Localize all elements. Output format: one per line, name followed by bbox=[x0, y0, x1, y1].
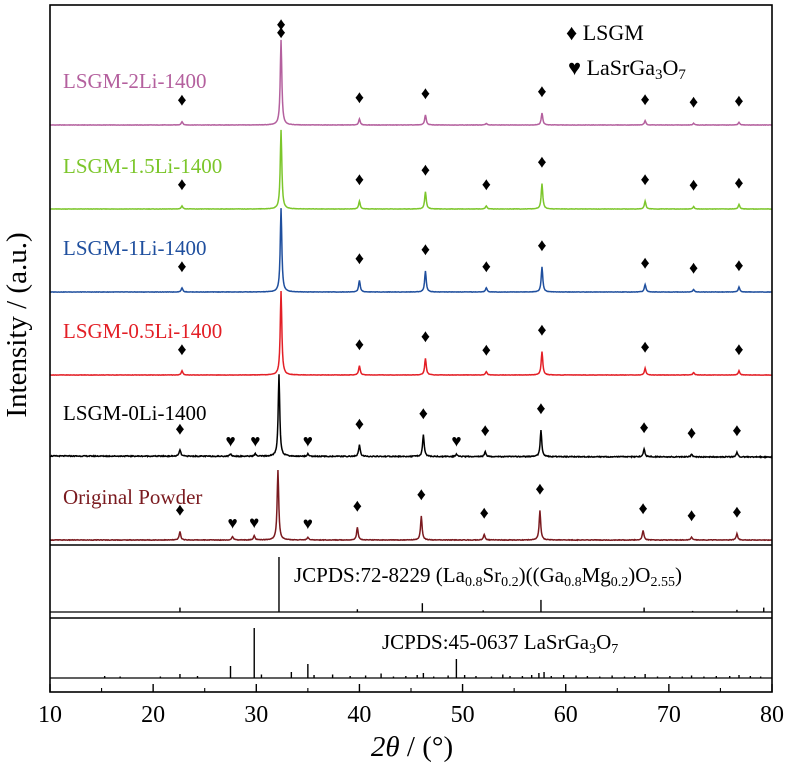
legend-entry-lsgm: ♦ LSGM bbox=[566, 20, 644, 45]
xrd-pattern: LSGM-1Li-1400♦ ♦ ♦♦♦♦ ♦ ♦ bbox=[49, 208, 773, 294]
lsgm-marker: ♦ bbox=[421, 239, 430, 259]
lsgm-marker: ♦ bbox=[276, 14, 285, 34]
lsgm-marker: ♦ bbox=[177, 339, 186, 359]
lsgm-marker: ♦ bbox=[421, 83, 430, 103]
lsgm-marker: ♦ bbox=[355, 87, 364, 107]
lasrgao-marker: ♥ bbox=[303, 432, 313, 451]
lasrgao-marker: ♥ bbox=[225, 432, 235, 451]
plot-area: LSGM-2Li-1400♦♦♦ ♦ ♦ ♦ ♦ ♦LSGM-1.5Li-1400♦ ♦ ♦♦… bbox=[49, 14, 773, 679]
lsgm-marker: ♦ bbox=[355, 248, 364, 268]
series-line bbox=[49, 39, 773, 127]
lasrgao-marker: ♥ bbox=[249, 513, 259, 532]
lsgm-marker: ♦ bbox=[175, 500, 184, 520]
lsgm-marker: ♦ bbox=[481, 420, 490, 440]
series-label: LSGM-0Li-1400 bbox=[63, 401, 207, 425]
lsgm-marker: ♦ bbox=[480, 502, 489, 522]
lsgm-marker: ♦ bbox=[689, 91, 698, 111]
lsgm-marker: ♦ bbox=[734, 172, 743, 192]
reference-label: JCPDS:45-0637 LaSrGa3O7 bbox=[382, 630, 618, 657]
lsgm-marker: ♦ bbox=[355, 414, 364, 434]
x-tick-label: 60 bbox=[554, 702, 578, 728]
series-line bbox=[49, 469, 773, 542]
x-tick-label: 20 bbox=[141, 702, 165, 728]
lsgm-marker: ♦ bbox=[641, 252, 650, 272]
lsgm-marker: ♦ bbox=[482, 256, 491, 276]
lsgm-marker: ♦ bbox=[537, 235, 546, 255]
xrd-pattern: LSGM-0Li-1400♦ ♦♦♦♦♦ ♦ ♦♥ ♥ ♥ ♥ bbox=[49, 374, 773, 459]
reference-label: JCPDS:72-8229 (La0.8Sr0.2)((Ga0.8Mg0.2)O… bbox=[294, 563, 682, 590]
lsgm-marker: ♦ bbox=[734, 90, 743, 110]
series-label: LSGM-0.5Li-1400 bbox=[63, 319, 222, 343]
lsgm-marker: ♦ bbox=[355, 334, 364, 354]
xrd-pattern: LSGM-1.5Li-1400♦ ♦ ♦♦♦♦ ♦ ♦ bbox=[49, 129, 773, 210]
series-label: Original Powder bbox=[63, 485, 202, 509]
series-label: LSGM-1.5Li-1400 bbox=[63, 154, 222, 178]
xrd-pattern: Original Powder♦ ♦♦♦♦♦ ♦ ♦♥ ♥ ♥ bbox=[49, 469, 773, 542]
x-tick-label: 30 bbox=[244, 702, 268, 728]
lsgm-marker: ♦ bbox=[175, 418, 184, 438]
lsgm-marker: ♦ bbox=[177, 256, 186, 276]
lsgm-marker: ♦ bbox=[687, 505, 696, 525]
lasrgao-marker: ♥ bbox=[250, 432, 260, 451]
lsgm-marker: ♦ bbox=[353, 495, 362, 515]
lasrgao-marker: ♥ bbox=[228, 514, 238, 533]
lsgm-marker: ♦ bbox=[689, 257, 698, 277]
lsgm-marker: ♦ bbox=[419, 403, 428, 423]
lsgm-marker: ♦ bbox=[537, 319, 546, 339]
xrd-pattern: LSGM-0.5Li-1400♦ ♦ ♦♦♦♦ ♦ bbox=[49, 291, 773, 377]
series-line bbox=[49, 129, 773, 210]
lsgm-marker: ♦ bbox=[421, 160, 430, 180]
lasrgao-marker: ♥ bbox=[451, 432, 461, 451]
xrd-pattern: LSGM-2Li-1400♦♦♦ ♦ ♦ ♦ ♦ ♦ bbox=[49, 14, 773, 127]
lsgm-marker: ♦ bbox=[641, 336, 650, 356]
lsgm-marker: ♦ bbox=[687, 423, 696, 443]
lsgm-marker: ♦ bbox=[417, 484, 426, 504]
legend-entry-lasrgao: ♥ LaSrGa3O7 bbox=[568, 55, 686, 83]
series-line bbox=[49, 291, 773, 377]
x-tick-label: 40 bbox=[347, 702, 371, 728]
lsgm-marker: ♦ bbox=[355, 169, 364, 189]
lsgm-marker: ♦ bbox=[732, 420, 741, 440]
lsgm-marker: ♦ bbox=[641, 169, 650, 189]
lsgm-marker: ♦ bbox=[638, 498, 647, 518]
lsgm-marker: ♦ bbox=[482, 174, 491, 194]
lsgm-marker: ♦ bbox=[641, 89, 650, 109]
x-tick-label: 50 bbox=[451, 702, 475, 728]
series-line bbox=[49, 374, 773, 459]
lsgm-marker: ♦ bbox=[177, 90, 186, 110]
reference-panel: JCPDS:72-8229 (La0.8Sr0.2)((Ga0.8Mg0.2)O… bbox=[50, 557, 772, 613]
lsgm-marker: ♦ bbox=[537, 81, 546, 101]
lsgm-marker: ♦ bbox=[276, 22, 285, 42]
series-label: LSGM-2Li-1400 bbox=[63, 69, 207, 93]
lsgm-marker: ♦ bbox=[177, 174, 186, 194]
y-axis-label: Intensity / (a.u.) bbox=[1, 232, 33, 417]
x-tick-label: 80 bbox=[760, 702, 784, 728]
series-label: LSGM-1Li-1400 bbox=[63, 236, 207, 260]
x-axis-label: 2θ / (°) bbox=[371, 731, 453, 763]
lasrgao-marker: ♥ bbox=[303, 514, 313, 533]
lsgm-marker: ♦ bbox=[734, 255, 743, 275]
lsgm-marker: ♦ bbox=[535, 479, 544, 499]
lsgm-marker: ♦ bbox=[689, 175, 698, 195]
lsgm-marker: ♦ bbox=[536, 398, 545, 418]
legend: ♦ LSGM ♥ LaSrGa3O7 bbox=[566, 20, 686, 83]
reference-panel: JCPDS:45-0637 LaSrGa3O7 bbox=[50, 628, 772, 679]
lsgm-marker: ♦ bbox=[734, 339, 743, 359]
lsgm-marker: ♦ bbox=[537, 152, 546, 172]
x-tick-label: 70 bbox=[657, 702, 681, 728]
lsgm-marker: ♦ bbox=[421, 326, 430, 346]
lsgm-marker: ♦ bbox=[640, 417, 649, 437]
lsgm-marker: ♦ bbox=[732, 502, 741, 522]
series-line bbox=[49, 208, 773, 294]
x-tick-label: 10 bbox=[38, 702, 62, 728]
x-axis: 10 20 30 40 50 60 70 80 bbox=[38, 684, 784, 728]
lsgm-marker: ♦ bbox=[482, 340, 491, 360]
